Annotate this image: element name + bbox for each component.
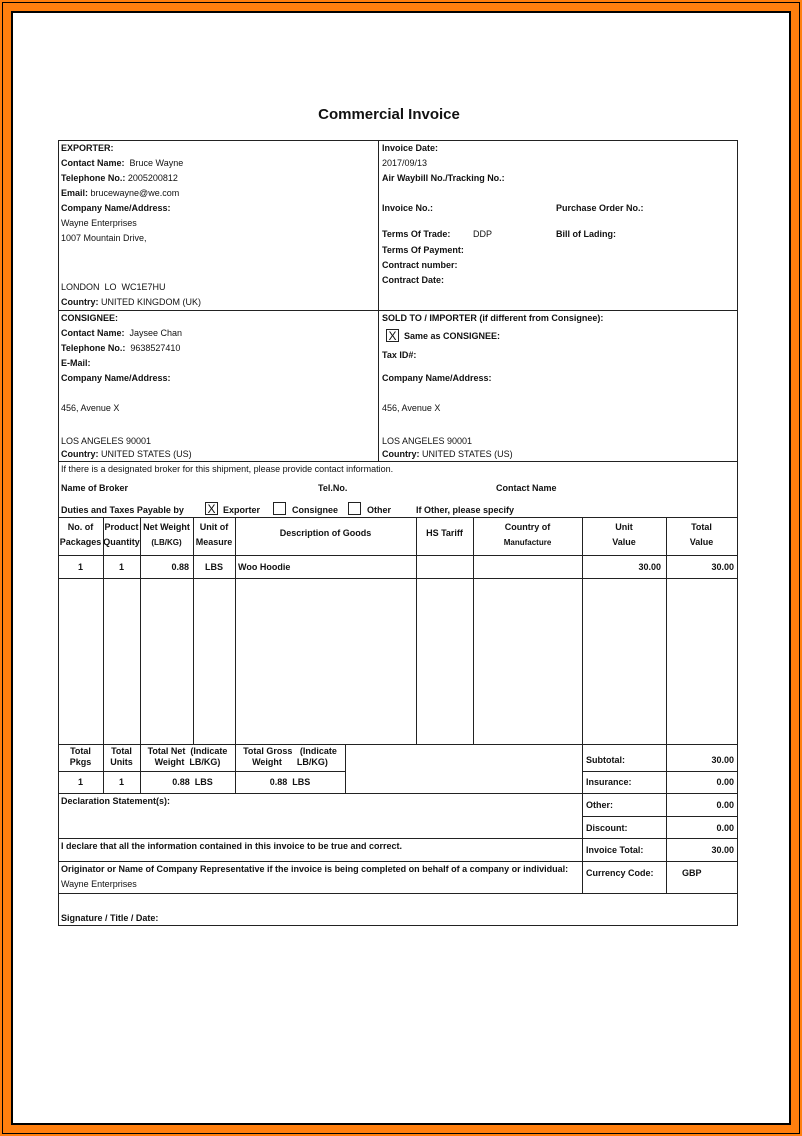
duties-label: Duties and Taxes Payable by (61, 505, 184, 515)
consignee-checkbox[interactable] (273, 502, 286, 515)
cell-quantity: 1 (118, 562, 124, 572)
discount-label: Discount: (586, 823, 628, 833)
insurance-value: 0.00 (716, 777, 734, 787)
exporter-city: LONDON LO WC1E7HU (61, 282, 166, 292)
exporter-country: Country: UNITED KINGDOM (UK) (61, 297, 202, 307)
header-unit: Unit of Measure (195, 522, 233, 547)
exporter-heading: EXPORTER: (61, 143, 114, 153)
contract-number-label: Contract number: (382, 260, 458, 270)
exporter-email: Email: brucewayne@we.com (61, 188, 180, 198)
cell-packages: 1 (77, 562, 83, 572)
other-charges-label: Other: (586, 800, 613, 810)
cell-total-value: 30.00 (711, 562, 734, 572)
total-net: 0.88 LBS (172, 777, 213, 787)
bill-of-lading-label: Bill of Lading: (556, 229, 616, 239)
consignee-city: LOS ANGELES 90001 (61, 436, 152, 446)
header-packages: No. of Packages (59, 522, 102, 547)
consignee-option-label: Consignee (292, 505, 339, 515)
header-unit-value: Unit Value (612, 522, 636, 547)
exporter-option-label: Exporter (223, 505, 261, 515)
cell-description: Woo Hoodie (238, 562, 291, 572)
total-pkgs: 1 (77, 777, 83, 787)
exporter-company-label: Company Name/Address: (61, 203, 171, 213)
document-title: Commercial Invoice (318, 106, 460, 123)
total-units-label: Total Units (110, 746, 133, 767)
discount-value: 0.00 (716, 823, 734, 833)
exporter-phone: Telephone No.: 2005200812 (61, 173, 178, 183)
total-net-label: Total Net (Indicate Weight LB/KG) (147, 746, 228, 767)
contract-date-label: Contract Date: (382, 275, 445, 285)
header-description: Description of Goods (279, 528, 372, 538)
invoice-date: 2017/09/13 (382, 158, 428, 168)
other-option-label: Other (367, 505, 392, 515)
invoice-page (11, 11, 791, 1125)
invoice-total-value: 30.00 (711, 845, 734, 855)
terms-trade: DDP (473, 229, 493, 239)
header-country: Country of Manufacture (503, 522, 552, 547)
broker-contact-label: Contact Name (496, 483, 557, 493)
consignee-country: Country: UNITED STATES (US) (61, 449, 192, 459)
exporter-company: Wayne Enterprises (61, 218, 137, 228)
cell-net-weight: 0.88 (171, 562, 189, 572)
sold-to-heading: SOLD TO / IMPORTER (if different from Co… (382, 313, 604, 323)
exporter-address: 1007 Mountain Drive, (61, 233, 147, 243)
sold-to-company-label: Company Name/Address: (382, 373, 492, 383)
cell-unit: LBS (205, 562, 223, 572)
other-specify-label: If Other, please specify (416, 505, 515, 515)
sold-to-country: Country: UNITED STATES (US) (382, 449, 513, 459)
consignee-phone: Telephone No.: 9638527410 (61, 343, 181, 353)
consignee-email-label: E-Mail: (61, 358, 91, 368)
total-gross-label: Total Gross (Indicate Weight LB/KG) (243, 746, 337, 767)
broker-name-label: Name of Broker (61, 483, 129, 493)
broker-note: If there is a designated broker for this… (61, 464, 394, 474)
declaration-label: Declaration Statement(s): (61, 796, 171, 806)
consignee-contact: Contact Name: Jaysee Chan (61, 328, 183, 338)
declare-text: I declare that all the information conta… (61, 841, 403, 851)
header-total-value: Total Value (689, 522, 714, 547)
same-as-consignee-checkbox[interactable]: X (386, 329, 399, 342)
originator-value: Wayne Enterprises (61, 879, 137, 889)
exporter-checkbox[interactable]: X (205, 502, 218, 515)
sold-to-city: LOS ANGELES 90001 (382, 436, 473, 446)
total-gross: 0.88 LBS (269, 777, 311, 787)
tax-id-label: Tax ID#: (382, 350, 417, 360)
total-pkgs-label: Total Pkgs (69, 746, 92, 767)
consignee-heading: CONSIGNEE: (61, 313, 119, 323)
terms-payment-label: Terms Of Payment: (382, 245, 464, 255)
header-net-weight: Net Weight (LB/KG) (143, 522, 190, 547)
invoice-no-label: Invoice No.: (382, 203, 434, 213)
currency-value: GBP (682, 868, 702, 878)
consignee-company-label: Company Name/Address: (61, 373, 171, 383)
cell-unit-value: 30.00 (638, 562, 661, 572)
insurance-label: Insurance: (586, 777, 632, 787)
header-hs-tariff: HS Tariff (426, 528, 463, 538)
consignee-address: 456, Avenue X (61, 403, 120, 413)
header-quantity: Product Quantity (103, 522, 140, 547)
signature-label: Signature / Title / Date: (61, 913, 159, 923)
exporter-contact: Contact Name: Bruce Wayne (61, 158, 184, 168)
other-charges-value: 0.00 (716, 800, 734, 810)
broker-tel-label: Tel.No. (318, 483, 348, 493)
waybill-label: Air Waybill No./Tracking No.: (382, 173, 505, 183)
po-label: Purchase Order No.: (556, 203, 644, 213)
subtotal-label: Subtotal: (586, 755, 625, 765)
terms-trade-label: Terms Of Trade: (382, 229, 451, 239)
originator-label: Originator or Name of Company Representa… (61, 864, 569, 874)
invoice-date-label: Invoice Date: (382, 143, 439, 153)
invoice-total-label: Invoice Total: (586, 845, 644, 855)
subtotal-value: 30.00 (711, 755, 734, 765)
other-checkbox[interactable] (348, 502, 361, 515)
total-units: 1 (118, 777, 124, 787)
same-as-consignee-label: Same as CONSIGNEE: (404, 331, 501, 341)
sold-to-address: 456, Avenue X (382, 403, 441, 413)
currency-label: Currency Code: (586, 868, 654, 878)
